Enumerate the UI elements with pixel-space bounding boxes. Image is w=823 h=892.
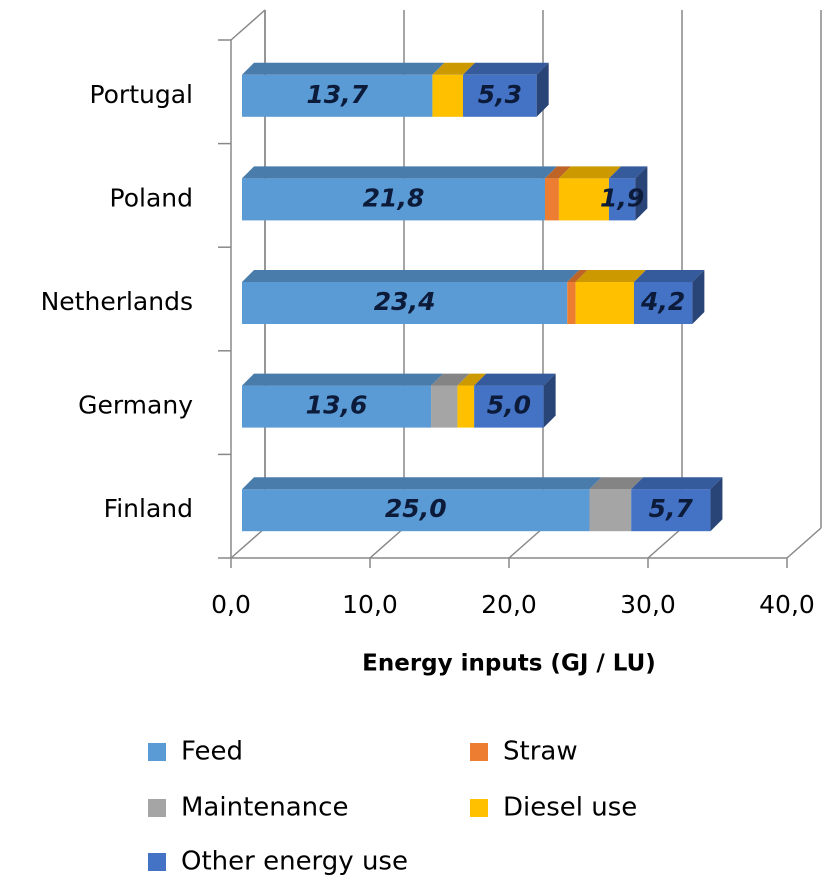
bar-front <box>558 178 609 221</box>
legend-swatch <box>148 799 166 817</box>
y-tick-label: Poland <box>110 183 193 212</box>
bar-front <box>242 74 433 117</box>
legend-label: Other energy use <box>181 847 408 877</box>
legend-swatch <box>148 743 166 761</box>
x-tick-label: 30,0 <box>620 590 676 619</box>
legend-swatch <box>470 799 488 817</box>
y-tick-label: Finland <box>104 494 193 523</box>
bar-segment <box>463 62 549 117</box>
bar-front <box>242 385 432 428</box>
bar-top <box>608 166 648 179</box>
bar-segment <box>242 62 445 117</box>
bar-front <box>545 178 559 221</box>
value-label: 25,0 <box>385 494 447 523</box>
bar-segment <box>431 373 470 428</box>
bar-top <box>567 270 588 282</box>
bar-side <box>536 62 549 117</box>
bar-segment <box>567 270 588 324</box>
bar-side <box>635 166 648 221</box>
bar-segment <box>242 166 558 221</box>
y-tick-label: Germany <box>78 391 193 420</box>
bar-top <box>575 270 646 282</box>
bar-segment <box>545 166 571 221</box>
bar-front <box>242 489 590 532</box>
bar-front <box>432 74 464 117</box>
legend-label: Straw <box>503 737 578 767</box>
grid-line <box>369 527 405 559</box>
bar-front <box>457 385 475 428</box>
bar-front <box>474 385 544 428</box>
bar-top <box>631 477 723 490</box>
x-tick-label: 10,0 <box>342 590 398 619</box>
bar-segment <box>558 166 621 221</box>
bar-side <box>543 373 556 428</box>
bar-front <box>567 282 576 324</box>
bar-top <box>463 62 549 75</box>
value-label: 5,3 <box>478 80 522 109</box>
bar-top <box>242 166 558 179</box>
value-label: 4,2 <box>640 287 685 316</box>
bar-front <box>575 282 634 324</box>
bar-front <box>631 489 711 532</box>
y-tick-label: Portugal <box>89 80 193 109</box>
legend-label: Maintenance <box>181 793 348 823</box>
bar-front <box>242 178 546 221</box>
bar-side <box>692 270 705 324</box>
x-tick-label: 40,0 <box>759 590 815 619</box>
value-label: 5,0 <box>487 391 531 420</box>
legend-swatch <box>148 853 166 871</box>
value-label: 1,9 <box>600 183 644 212</box>
bar-segment <box>631 477 723 532</box>
bar-segment <box>242 373 444 428</box>
value-label: 23,4 <box>374 287 436 316</box>
y-tick-label: Netherlands <box>41 287 193 316</box>
grid-line <box>230 527 266 559</box>
bar-segment <box>633 270 705 324</box>
bar-top <box>545 166 571 179</box>
bar-segment <box>474 373 556 428</box>
bar-top <box>432 62 476 75</box>
grid-line <box>786 527 822 559</box>
x-axis-title: Energy inputs (GJ / LU) <box>362 651 656 677</box>
bar-segment <box>575 270 646 324</box>
bar-front <box>431 385 458 428</box>
bar-segment <box>242 477 602 532</box>
bar-front <box>589 489 632 532</box>
bar-side <box>710 477 723 532</box>
bar-front <box>463 74 537 117</box>
bar-segment <box>608 166 648 221</box>
bar-top <box>242 373 444 386</box>
wall-edge <box>230 9 266 41</box>
bar-top <box>242 270 580 282</box>
bar-top <box>457 373 487 386</box>
bar-segment <box>432 62 476 117</box>
bar-front <box>608 178 636 221</box>
bar-top <box>242 477 602 490</box>
legend-swatch <box>470 743 488 761</box>
bar-top <box>558 166 621 179</box>
grid-line <box>508 527 544 559</box>
bar-top <box>242 62 445 75</box>
bar-front <box>242 282 568 324</box>
bar-top <box>431 373 470 386</box>
legend-label: Feed <box>181 737 243 767</box>
grid-line <box>647 527 683 559</box>
bar-segment <box>589 477 644 532</box>
value-label: 21,8 <box>363 183 425 212</box>
x-tick-label: 20,0 <box>481 590 537 619</box>
value-label: 13,7 <box>306 80 368 109</box>
bar-segment <box>457 373 487 428</box>
bar-top <box>474 373 556 386</box>
bar-top <box>633 270 705 282</box>
value-label: 5,7 <box>649 494 694 523</box>
bar-front <box>633 282 693 324</box>
legend-label: Diesel use <box>503 793 637 823</box>
x-tick-label: 0,0 <box>211 590 251 619</box>
value-label: 13,6 <box>306 391 368 420</box>
bar-top <box>589 477 644 490</box>
bar-segment <box>242 270 580 324</box>
